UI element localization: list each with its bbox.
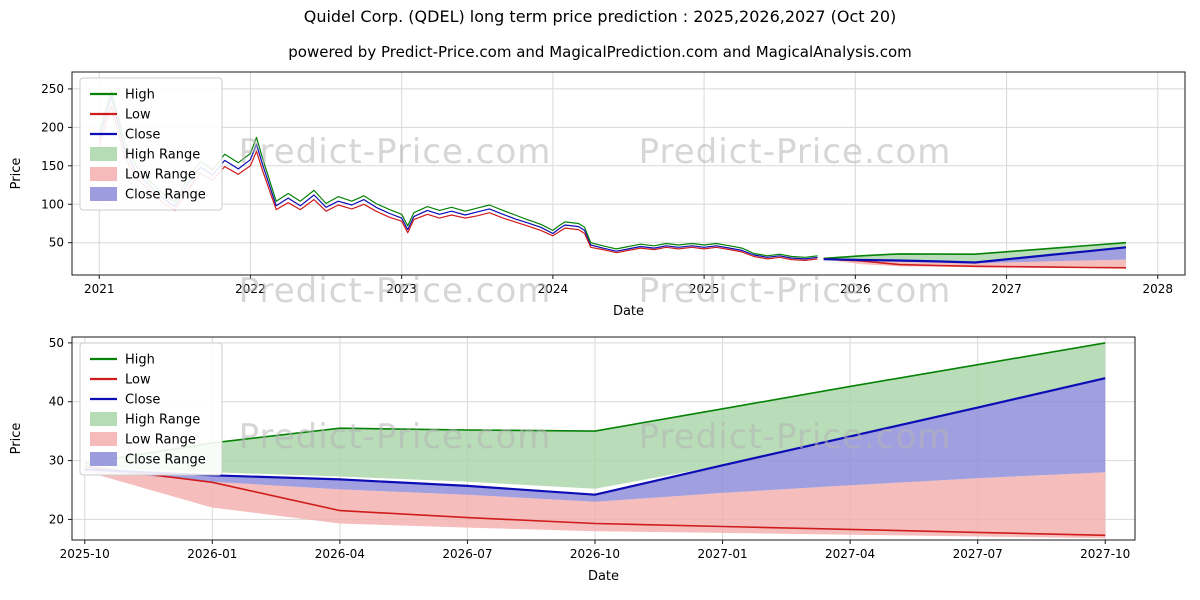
x-tick-label: 2026-01 [187, 547, 237, 561]
legend-patch-swatch [90, 452, 117, 466]
close-range-area [823, 247, 1126, 264]
price-history-chart: 2021 2022 2023 2024 2025 2026 2027 2028 50 100 150… [9, 71, 1186, 319]
x-tick-label: 2021 [84, 282, 115, 296]
y-axis-label: Price [9, 423, 24, 455]
x-tick-label: 2025 [689, 282, 720, 296]
y-tick-label: 250 [41, 82, 64, 96]
x-tick-label: 2023 [386, 282, 417, 296]
x-tick-label: 2027-01 [697, 547, 747, 561]
y-tick-label: 50 [49, 336, 64, 350]
x-axis-label: Date [588, 569, 619, 584]
forecast-high-line [84, 342, 1106, 464]
page-title: Quidel Corp. (QDEL) long term price pred… [303, 7, 897, 26]
forecast-low-line [84, 465, 1106, 537]
x-tick-label: 2026 [840, 282, 871, 296]
y-tick-label: 150 [41, 159, 64, 173]
grid [72, 72, 1185, 275]
x-tick-label: 2028 [1143, 282, 1174, 296]
forecast-high-line [823, 241, 1127, 260]
close-range-area [84, 378, 1106, 502]
plot-frame [71, 336, 1136, 541]
x-tick-label: 2026-04 [315, 547, 365, 561]
legend-label: Low [125, 108, 151, 123]
y-axis-label: Price [9, 158, 24, 190]
legend: High Low Close High Range Low Range Close Ran… [79, 342, 223, 476]
y-tick-label: 200 [41, 120, 64, 134]
legend-label: Close [125, 393, 160, 408]
y-tick-label: 50 [49, 236, 64, 250]
legend-label: High Range [125, 148, 200, 163]
legend-label: Low [125, 373, 151, 388]
legend: High Low Close High Range Low Range Close Ran… [79, 77, 223, 211]
legend-label: Close Range [125, 453, 206, 468]
x-tick-label: 2027 [991, 282, 1022, 296]
legend-patch-swatch [90, 147, 117, 161]
history-high-line [98, 89, 818, 258]
x-tick-label: 2025-10 [60, 547, 110, 561]
forecast-low-line [823, 258, 1127, 269]
history-close-line [98, 95, 818, 260]
history-low-line [98, 105, 818, 261]
legend-patch-swatch [90, 412, 117, 426]
legend-label: Close Range [125, 188, 206, 203]
high-range-area [823, 242, 1126, 262]
legend-label: High Range [125, 413, 200, 428]
plot-frame [71, 71, 1186, 276]
prediction-zoom-chart: 2025-10 2026-01 2026-04 2026-07 2026-10 2027-… [9, 336, 1136, 584]
page-subtitle: powered by Predict-Price.com and Magical… [288, 43, 912, 61]
x-tick-label: 2026-10 [570, 547, 620, 561]
y-tick-label: 40 [49, 395, 64, 409]
x-tick-label: 2024 [538, 282, 569, 296]
legend-label: High [125, 88, 155, 103]
x-tick-label: 2022 [235, 282, 266, 296]
x-tick-label: 2027-07 [953, 547, 1003, 561]
high-range-area [84, 342, 1106, 489]
forecast-close-line [823, 246, 1127, 264]
low-range-area [84, 467, 1106, 539]
legend-label: High [125, 353, 155, 368]
y-tick-label: 30 [49, 454, 64, 468]
forecast-close-line [84, 377, 1106, 496]
legend-patch-swatch [90, 187, 117, 201]
x-tick-label: 2027-04 [825, 547, 875, 561]
y-tick-label: 20 [49, 512, 64, 526]
x-axis-label: Date [613, 304, 644, 319]
legend-patch-swatch [90, 167, 117, 181]
x-tick-label: 2026-07 [442, 547, 492, 561]
legend-label: Low Range [125, 433, 196, 448]
y-tick-label: 100 [41, 197, 64, 211]
legend-patch-swatch [90, 432, 117, 446]
x-tick-label: 2027-10 [1080, 547, 1130, 561]
legend-label: Low Range [125, 168, 196, 183]
legend-label: Close [125, 128, 160, 143]
